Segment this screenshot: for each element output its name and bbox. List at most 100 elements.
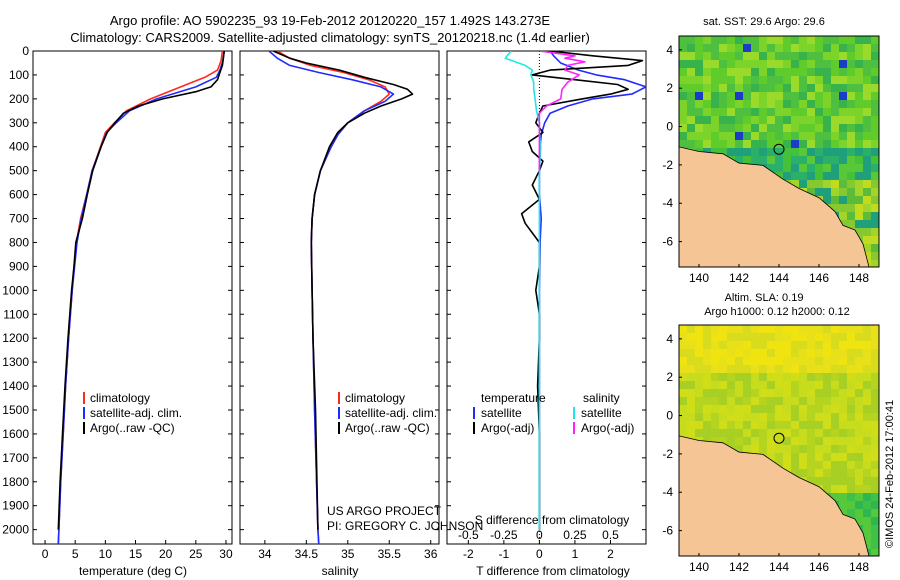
map-cell [815, 365, 824, 374]
map-cell [687, 68, 696, 77]
map-cell [751, 437, 760, 446]
map-cell [847, 413, 856, 422]
map-cell [759, 92, 768, 101]
map-cell [719, 116, 728, 125]
map-cell [863, 52, 872, 61]
map-y-tick-label: 0 [666, 409, 673, 423]
map-cell [759, 140, 768, 149]
map-cell [823, 405, 832, 414]
map-cell [703, 357, 712, 366]
map-cell [847, 196, 856, 205]
map-cell [871, 357, 879, 366]
map-cell [783, 373, 792, 382]
map-cell [759, 341, 768, 350]
map-cell [783, 84, 792, 93]
map-cell [831, 172, 840, 181]
map-cell [831, 389, 840, 398]
x-tick-label-s: 0.5 [602, 528, 619, 542]
map-cell [783, 461, 792, 470]
map-cell [791, 405, 800, 414]
map-cell [799, 140, 808, 149]
depth-tick-label: 1600 [2, 427, 29, 441]
map-cell [839, 140, 848, 149]
map-cell [823, 188, 832, 197]
map-cell [679, 381, 688, 390]
map-cell [871, 172, 879, 181]
map-cell [839, 156, 848, 165]
map-cell [791, 365, 800, 374]
map-cell [831, 204, 840, 213]
map-cell [799, 124, 808, 133]
map-cell [751, 381, 760, 390]
map-cell [743, 437, 752, 446]
map-cell [799, 325, 808, 334]
map-cell [871, 525, 879, 534]
map-cell [695, 333, 704, 342]
map-cell [703, 132, 712, 141]
map-cell [775, 405, 784, 414]
map-cell [823, 341, 832, 350]
map-cell [823, 140, 832, 149]
salinity-legend: climatology satellite-adj. clim. Argo(..… [338, 391, 437, 435]
map-cell [863, 429, 872, 438]
map-x-tick-label: 144 [769, 560, 789, 574]
map-cell [839, 469, 848, 478]
map-cell [711, 357, 720, 366]
map-cell [807, 325, 816, 334]
map-cell [751, 397, 760, 406]
map-cell [727, 421, 736, 430]
map-y-tick-label: -2 [662, 158, 673, 172]
map-cell [703, 373, 712, 382]
map-cell [695, 100, 704, 109]
map-cell [847, 68, 856, 77]
map-cell [863, 501, 872, 510]
map-cell [847, 357, 856, 366]
map-cell [839, 381, 848, 390]
map-cell [703, 76, 712, 85]
map-cell [791, 437, 800, 446]
map-cell [871, 100, 879, 109]
map-cell [687, 365, 696, 374]
map-cell [783, 36, 792, 45]
map-cell [871, 188, 879, 197]
map-cell [783, 357, 792, 366]
map-cell [823, 413, 832, 422]
map-cell [703, 124, 712, 133]
map-cell [831, 485, 840, 494]
map-x-tick-label: 144 [769, 271, 789, 285]
map-cell [687, 124, 696, 133]
map-cell [871, 180, 879, 189]
map-cell [727, 68, 736, 77]
map-cell [679, 373, 688, 382]
map-cell [823, 333, 832, 342]
map-cell [855, 132, 864, 141]
map-cell [751, 36, 760, 45]
map-cell [687, 116, 696, 125]
map-cell [839, 164, 848, 173]
map-cell [855, 389, 864, 398]
salinity-xlabel: salinity [322, 564, 359, 578]
map-cell [815, 132, 824, 141]
map-cell [695, 373, 704, 382]
map-cell [807, 469, 816, 478]
map-cell [759, 437, 768, 446]
map-cell [839, 196, 848, 205]
map-cell [871, 541, 879, 550]
map-cell [855, 76, 864, 85]
map-cell [727, 349, 736, 358]
map-cell [767, 60, 776, 69]
map-cell [759, 148, 768, 157]
map-cell [863, 220, 872, 229]
map-cell [831, 180, 840, 189]
map-cell [839, 445, 848, 454]
map-cell [679, 108, 688, 117]
map-cell [823, 373, 832, 382]
map-cell [695, 84, 704, 93]
map-cell [695, 405, 704, 414]
map-cell [847, 92, 856, 101]
map-cell [703, 333, 712, 342]
map-cell [807, 68, 816, 77]
map-cell [855, 148, 864, 157]
map-cell [855, 196, 864, 205]
map-cell [735, 84, 744, 93]
